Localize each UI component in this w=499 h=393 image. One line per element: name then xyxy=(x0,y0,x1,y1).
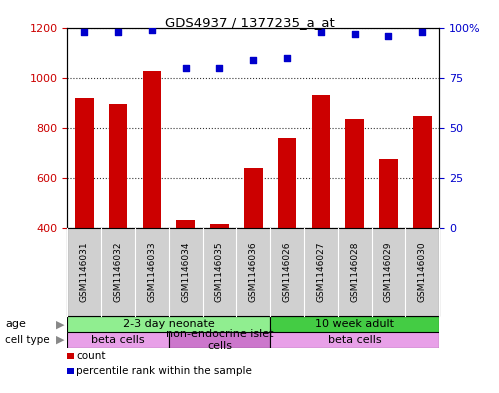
Text: GSM1146036: GSM1146036 xyxy=(249,242,258,303)
Bar xyxy=(176,220,195,328)
Text: GSM1146027: GSM1146027 xyxy=(316,242,325,302)
Text: beta cells: beta cells xyxy=(91,335,145,345)
Text: GSM1146026: GSM1146026 xyxy=(282,242,291,302)
Text: ▶: ▶ xyxy=(55,319,64,329)
Bar xyxy=(67,316,270,332)
Text: GSM1146034: GSM1146034 xyxy=(181,242,190,302)
Text: GSM1146029: GSM1146029 xyxy=(384,242,393,302)
Bar xyxy=(143,72,161,328)
Bar xyxy=(109,104,127,328)
Bar xyxy=(278,138,296,328)
Text: percentile rank within the sample: percentile rank within the sample xyxy=(76,365,252,376)
Point xyxy=(249,57,257,63)
Point xyxy=(216,64,224,71)
Bar xyxy=(67,332,169,348)
Bar xyxy=(244,168,262,328)
Text: beta cells: beta cells xyxy=(328,335,381,345)
Text: 2-3 day neonate: 2-3 day neonate xyxy=(123,319,215,329)
Text: 10 week adult: 10 week adult xyxy=(315,319,394,329)
Point xyxy=(384,32,392,39)
Text: non-endocrine islet
cells: non-endocrine islet cells xyxy=(166,329,273,351)
Text: GSM1146033: GSM1146033 xyxy=(147,242,156,303)
Bar xyxy=(379,159,398,328)
Point xyxy=(351,30,359,37)
Point xyxy=(148,26,156,33)
Bar xyxy=(345,119,364,328)
Point xyxy=(80,28,88,35)
Text: GSM1146032: GSM1146032 xyxy=(114,242,123,302)
Point xyxy=(418,28,426,35)
Bar xyxy=(210,224,229,328)
Text: age: age xyxy=(5,319,26,329)
Bar xyxy=(413,116,432,328)
Text: GSM1146035: GSM1146035 xyxy=(215,242,224,303)
Bar xyxy=(270,316,439,332)
Point xyxy=(182,64,190,71)
Text: cell type: cell type xyxy=(5,335,49,345)
Point xyxy=(283,55,291,61)
Bar xyxy=(311,95,330,328)
Text: GSM1146028: GSM1146028 xyxy=(350,242,359,302)
Text: GSM1146030: GSM1146030 xyxy=(418,242,427,303)
Text: ▶: ▶ xyxy=(55,335,64,345)
Text: GSM1146031: GSM1146031 xyxy=(80,242,89,303)
Point xyxy=(317,28,325,35)
Text: count: count xyxy=(76,351,106,361)
Bar xyxy=(75,97,93,328)
Bar xyxy=(169,332,270,348)
Point xyxy=(114,28,122,35)
Bar xyxy=(270,332,439,348)
Text: GDS4937 / 1377235_a_at: GDS4937 / 1377235_a_at xyxy=(165,16,334,29)
